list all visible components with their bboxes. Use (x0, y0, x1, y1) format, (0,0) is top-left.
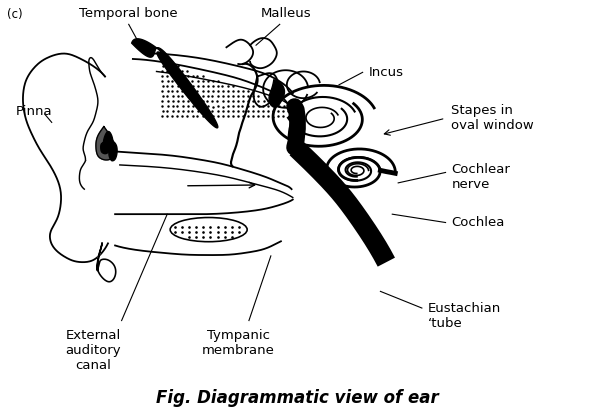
Text: External
auditory
canal: External auditory canal (65, 329, 121, 372)
Polygon shape (109, 141, 117, 161)
Text: Stapes in
oval window: Stapes in oval window (452, 104, 534, 132)
Text: Fig. Diagrammatic view of ear: Fig. Diagrammatic view of ear (156, 389, 439, 407)
Polygon shape (101, 131, 112, 154)
Text: Malleus: Malleus (261, 7, 311, 20)
Text: Temporal bone: Temporal bone (79, 7, 178, 20)
Polygon shape (131, 39, 218, 128)
Text: Incus: Incus (368, 66, 403, 79)
Text: Cochlea: Cochlea (452, 216, 505, 229)
Text: Cochlear
nerve: Cochlear nerve (452, 163, 511, 191)
Text: Eustachian
‘tube: Eustachian ‘tube (428, 302, 501, 331)
Polygon shape (269, 80, 284, 107)
Polygon shape (288, 105, 305, 142)
Text: Pinna: Pinna (16, 105, 53, 118)
Polygon shape (97, 243, 116, 282)
Text: Tympanic
membrane: Tympanic membrane (202, 329, 275, 357)
Text: (c): (c) (7, 8, 23, 21)
Polygon shape (96, 126, 115, 160)
Ellipse shape (170, 218, 247, 241)
